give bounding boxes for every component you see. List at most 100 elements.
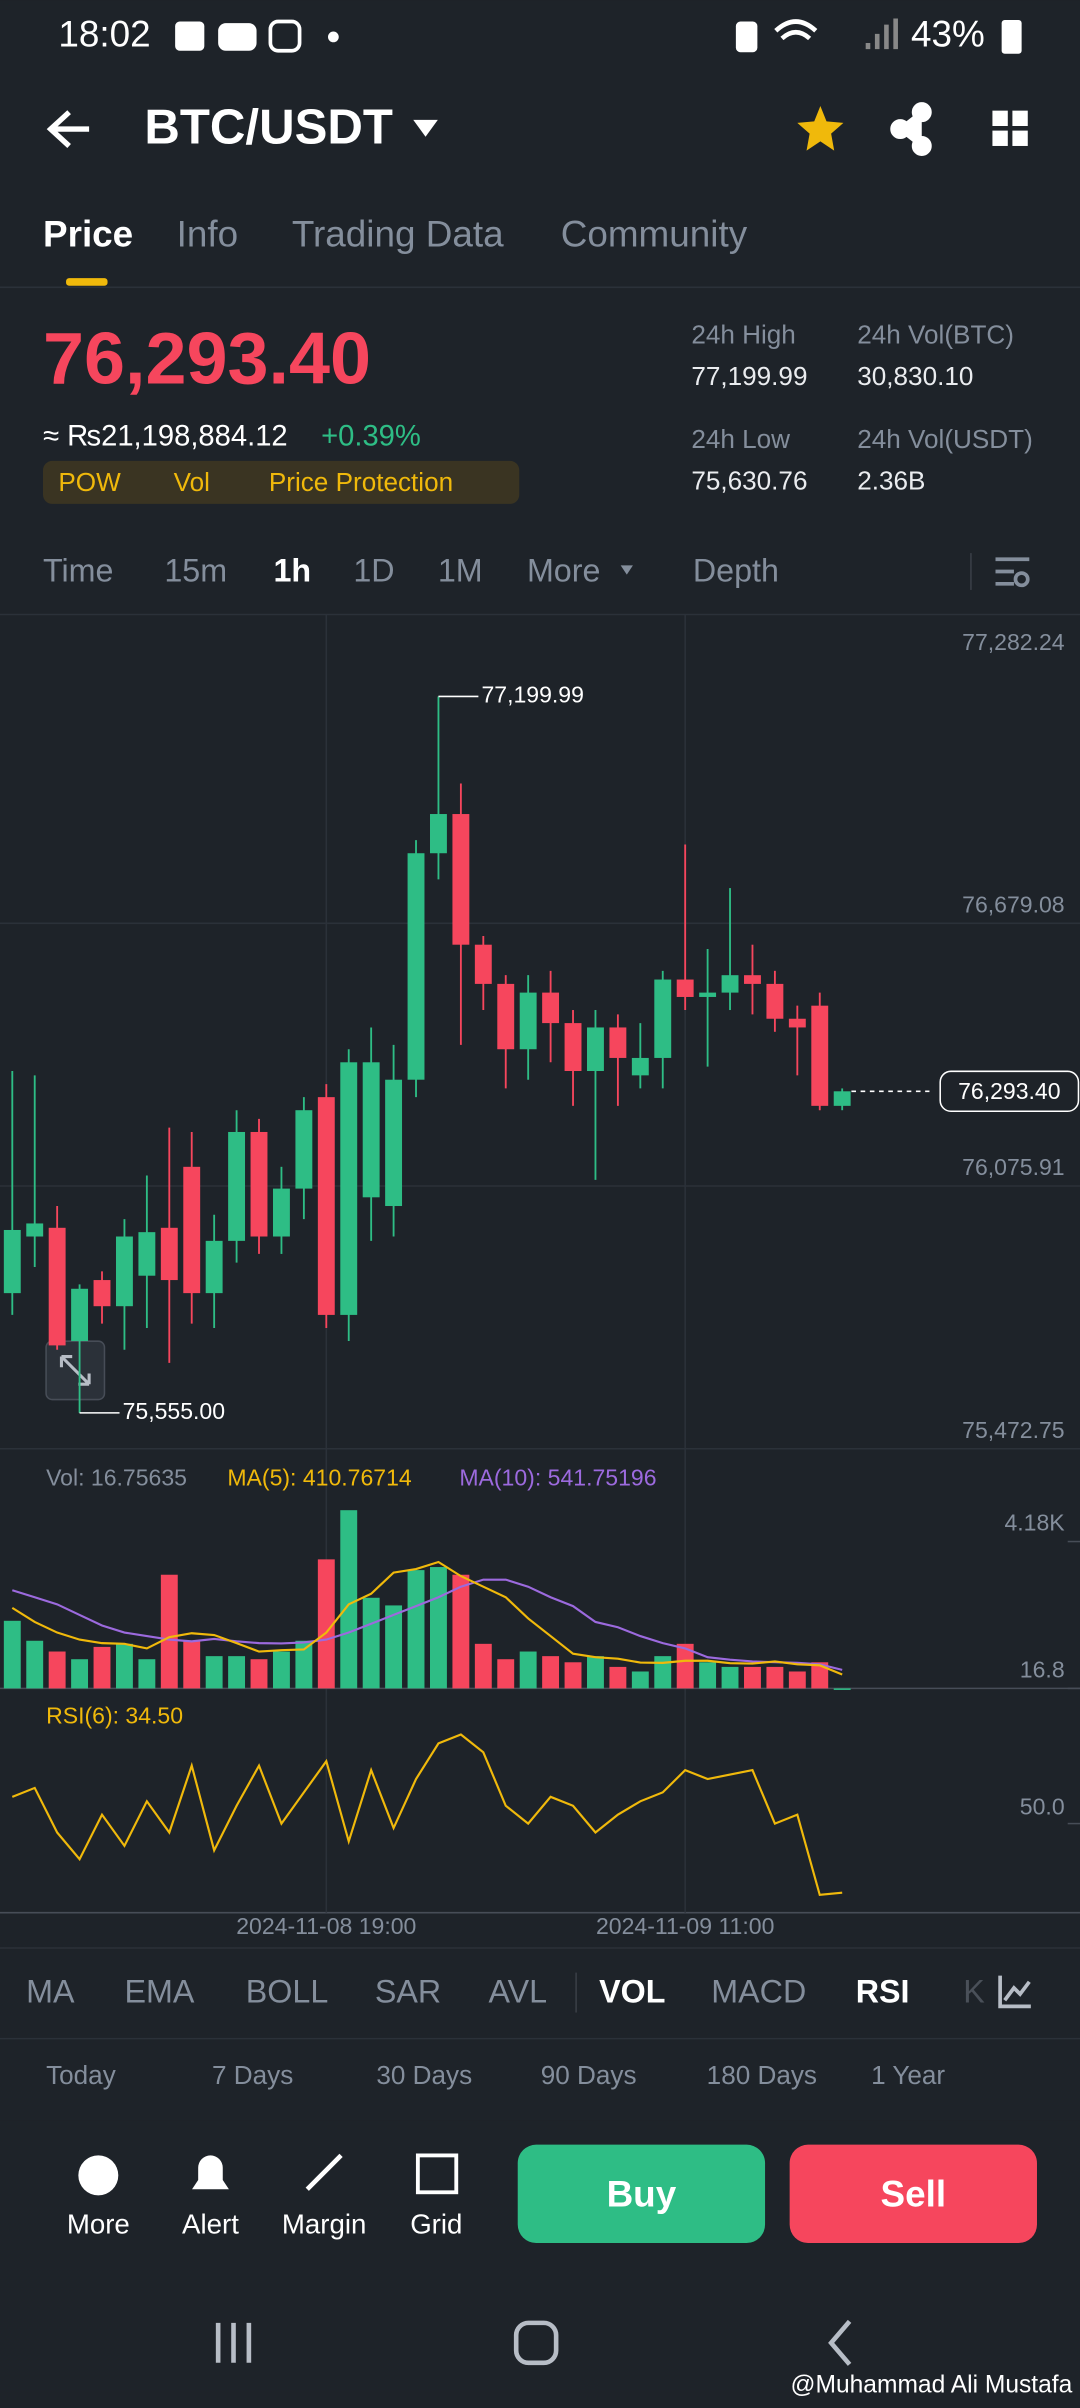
indicator-tab[interactable]: MACD [711,1974,806,2010]
volume-bar [609,1666,627,1689]
volume-bar [71,1659,89,1689]
low-label: 75,555.00 [123,1398,225,1424]
recents-button[interactable] [215,2322,252,2363]
indicator-tab[interactable]: AVL [489,1974,548,2010]
volume-bar [811,1662,829,1689]
interval-tab[interactable]: More [527,553,600,589]
tab[interactable]: Community [561,213,748,254]
rsi-line [11,1733,843,1897]
back-nav-button[interactable] [828,2319,852,2366]
volume-bar [3,1620,21,1689]
dot-icon [327,31,339,43]
indicator-tab[interactable]: RSI [856,1974,910,2010]
y-tick-label: 50.0 [1020,1793,1065,1819]
volume-bar [542,1656,560,1689]
volume-bar [497,1659,515,1689]
tab[interactable]: Info [177,213,238,254]
volume-bar [519,1651,537,1689]
sell-label: Sell [881,2174,947,2215]
candle-body [160,1227,178,1281]
candle-body [833,1091,851,1106]
volume-bar [452,1574,470,1689]
watermark: @Muhammad Ali Mustafa [791,2371,1073,2398]
volume-bar [474,1643,492,1689]
volume-bar [183,1640,201,1689]
action-label[interactable]: Alert [182,2208,239,2239]
last-price: 76,293.40 [43,317,371,400]
candle-body [811,1005,829,1106]
y-tick-label: 76,679.08 [962,892,1064,918]
action-label[interactable]: Grid [410,2208,462,2239]
back-button[interactable] [46,110,90,148]
sim-icon [735,21,758,53]
indicator-settings-button[interactable] [998,1975,1031,2009]
performance-label: 7 Days [212,2060,293,2090]
indicator-tab[interactable]: MA [26,1974,75,2010]
candle-body [362,1062,380,1198]
battery-icon [1001,19,1022,54]
share-button[interactable] [890,102,932,156]
chart-settings-button[interactable] [995,557,1030,588]
volume-bar [721,1666,739,1689]
tag: Price Protection [269,467,453,497]
buy-button[interactable] [517,2144,766,2243]
stat-value: 75,630.76 [691,465,807,495]
volume-bar [676,1643,694,1689]
grid-menu-button[interactable] [992,110,1028,146]
candle-body [430,814,447,854]
expand-icon [59,1355,91,1386]
interval-tab[interactable]: 1M [438,553,483,589]
candle-body [564,1023,582,1072]
candle-body [26,1223,44,1237]
volume-legend: Vol: 16.75635 [46,1465,187,1491]
x-tick-label: 2024-11-08 19:00 [236,1913,416,1939]
nav-bar [215,2319,852,2366]
interval-tab[interactable]: Depth [693,553,779,589]
interval-tab[interactable]: 1D [353,553,394,589]
candle-body [71,1288,89,1342]
stat-value: 2.36B [857,465,925,495]
pair-dropdown[interactable] [413,119,438,137]
volume-bar [833,1688,851,1690]
interval-tab[interactable]: 1h [273,553,311,589]
volume-bar [115,1643,133,1689]
stat-value: 30,830.10 [857,361,973,391]
more-dropdown[interactable] [620,565,633,575]
candle-body [587,1027,604,1072]
volume-bar [631,1671,649,1689]
interval-tab[interactable]: Time [43,553,113,589]
candle-body [788,1018,806,1028]
indicator-tab[interactable]: BOLL [246,1974,328,2010]
tab[interactable]: Trading Data [292,213,504,254]
tab[interactable]: Price [43,213,133,254]
status-battery: 43% [911,14,985,55]
volume-bar [160,1574,178,1689]
indicator-tab[interactable]: SAR [375,1974,441,2010]
ma10-line [11,1578,843,1671]
volume-bar [205,1656,223,1689]
favorite-button[interactable] [797,106,844,151]
volume-bar [766,1666,784,1689]
volume-bar [228,1656,246,1689]
indicator-tab[interactable]: EMA [124,1974,194,2010]
indicator-tab[interactable]: VOL [599,1974,665,2010]
volume-bar [295,1640,313,1689]
high-label: 77,199.99 [481,682,583,708]
home-button[interactable] [513,2320,559,2366]
candle-body [744,975,761,984]
sell-button[interactable] [789,2144,1037,2243]
indicator-tab[interactable]: K [963,1974,985,2010]
y-tick-label: 76,075.91 [962,1154,1064,1180]
interval-tab[interactable]: 15m [164,553,227,589]
tag-box[interactable] [43,460,520,504]
candle-body [699,992,717,997]
volume-bar [93,1646,111,1689]
performance-label: 1 Year [871,2060,945,2090]
action-label[interactable]: Margin [282,2208,367,2239]
candle-body [250,1131,268,1237]
candle-body [93,1280,111,1307]
action-label[interactable]: More [67,2208,130,2239]
last-price-box [939,1070,1080,1113]
